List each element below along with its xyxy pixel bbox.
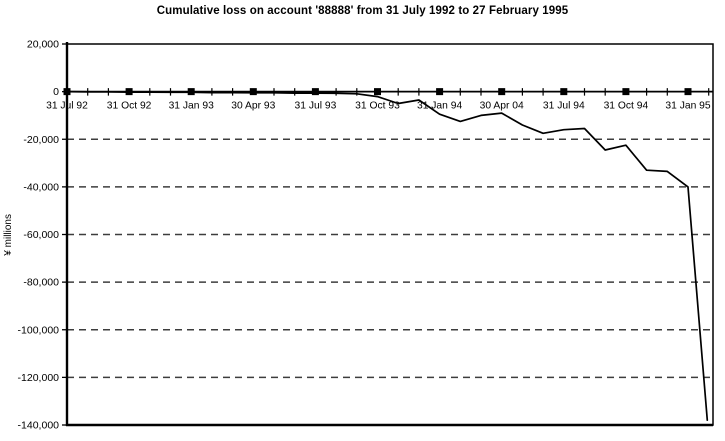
y-tick-label: -40,000 bbox=[23, 181, 59, 193]
quarter-marker bbox=[249, 88, 257, 96]
y-tick-label: -120,000 bbox=[18, 372, 60, 384]
quarter-marker bbox=[622, 88, 630, 96]
quarter-marker bbox=[498, 88, 506, 96]
y-tick-label: -80,000 bbox=[23, 277, 59, 289]
x-tick-label: 31 Oct 94 bbox=[604, 101, 649, 112]
x-tick-label: 31 Oct 92 bbox=[107, 101, 152, 112]
y-tick-label: -60,000 bbox=[23, 229, 59, 241]
y-tick-label: 20,000 bbox=[27, 39, 59, 51]
y-tick-label: -140,000 bbox=[18, 420, 60, 432]
x-tick-label: 31 Jan 95 bbox=[665, 101, 711, 112]
y-tick-label: -20,000 bbox=[23, 134, 59, 146]
x-tick-label: 30 Apr 04 bbox=[480, 101, 524, 112]
quarter-marker bbox=[311, 88, 319, 96]
quarter-marker bbox=[684, 88, 692, 96]
x-tick-label: 31 Jul 92 bbox=[46, 101, 88, 112]
x-tick-label: 30 Apr 93 bbox=[231, 101, 275, 112]
x-tick-label: 31 Jan 93 bbox=[169, 101, 215, 112]
x-tick-label: 31 Jul 93 bbox=[295, 101, 337, 112]
chart-title: Cumulative loss on account '88888' from … bbox=[156, 5, 569, 17]
x-tick-label: 31 Oct 93 bbox=[355, 101, 400, 112]
y-tick-label: -100,000 bbox=[18, 324, 60, 336]
loss-line bbox=[66, 90, 709, 422]
quarter-marker bbox=[374, 88, 381, 96]
quarter-marker bbox=[560, 88, 568, 96]
x-tick-label: 31 Jan 94 bbox=[417, 101, 463, 112]
quarter-marker bbox=[436, 88, 444, 96]
y-tick-label: 0 bbox=[53, 86, 59, 98]
x-tick-label: 31 Jul 94 bbox=[543, 101, 585, 112]
